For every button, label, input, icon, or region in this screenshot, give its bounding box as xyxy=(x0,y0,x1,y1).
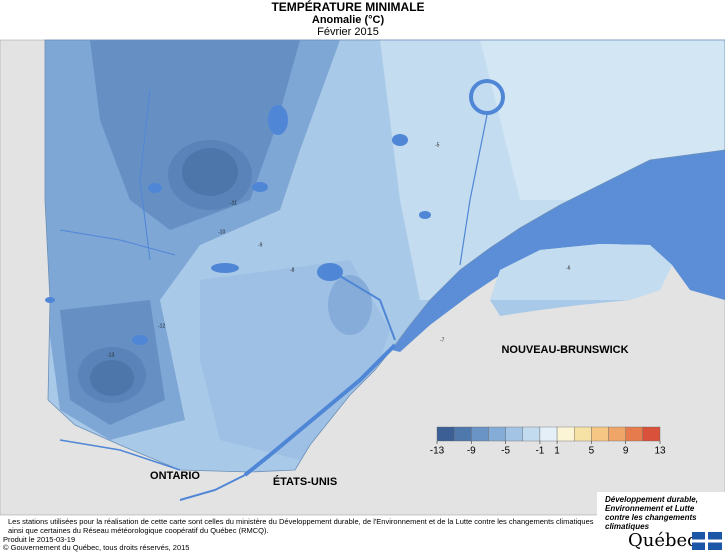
legend-swatch xyxy=(642,426,661,442)
legend-tick-label: -9 xyxy=(467,446,476,457)
map: -11 -10 -9 -8 -7 -6 -5 -13 -12 ONTARIO É… xyxy=(0,39,725,516)
legend-tick-label: 5 xyxy=(589,446,595,457)
logo-text: Environnement et Lutte xyxy=(605,504,695,513)
title: TEMPÉRATURE MINIMALE xyxy=(271,0,424,14)
region-label: NOUVEAU-BRUNSWICK xyxy=(501,344,628,356)
gulf-water xyxy=(392,140,725,352)
contour-label: -6 xyxy=(566,265,571,271)
legend-swatch xyxy=(488,426,506,442)
legend-swatch xyxy=(608,426,626,442)
contour-label: -5 xyxy=(435,142,440,148)
legend-swatch xyxy=(471,426,489,442)
legend-tick-label: -5 xyxy=(501,446,510,457)
contour-label: -9 xyxy=(258,242,263,248)
logo-name: Québec xyxy=(628,530,697,551)
contour-label: -12 xyxy=(158,323,165,329)
footer-text: ainsi que certaines du Réseau météorolog… xyxy=(8,526,269,535)
legend-swatch xyxy=(574,426,592,442)
subtitle: Anomalie (°C) xyxy=(312,14,385,26)
legend-tick-label: 9 xyxy=(623,446,629,457)
quebec-border xyxy=(44,39,725,473)
date: Février 2015 xyxy=(317,26,379,38)
region-label: ONTARIO xyxy=(150,470,200,482)
logo-text: contre les changements xyxy=(605,513,697,522)
contour-label: -11 xyxy=(230,200,237,206)
quebec-shading xyxy=(45,40,725,472)
footer-text: Produit le 2015-03-19 xyxy=(3,535,75,544)
legend-swatch xyxy=(436,426,455,442)
logo: Développement durable, Environnement et … xyxy=(597,492,725,552)
legend-swatch xyxy=(539,426,558,442)
contour-label: -8 xyxy=(290,267,295,273)
logo-text: climatiques xyxy=(605,522,650,531)
legend-swatch xyxy=(522,426,541,442)
legend-tick-label: -1 xyxy=(535,446,544,457)
legend-tick-label: 13 xyxy=(654,446,666,457)
legend: -13 -9 -5 -1 1 5 9 13 xyxy=(430,426,666,457)
legend-tick-label: -13 xyxy=(430,446,445,457)
contour-label: -7 xyxy=(440,337,445,343)
footer-text: Les stations utilisées pour la réalisati… xyxy=(8,517,594,526)
lakes xyxy=(45,105,431,345)
legend-swatch xyxy=(453,426,472,442)
logo-flag-cross xyxy=(692,539,722,543)
contour-label: -13 xyxy=(107,352,114,358)
footer-text: © Gouvernement du Québec, tous droits ré… xyxy=(3,543,189,552)
logo-text: Développement durable, xyxy=(605,495,698,504)
legend-swatch xyxy=(625,426,644,442)
hydrography xyxy=(59,79,505,501)
contour-label: -10 xyxy=(218,229,225,235)
legend-swatch xyxy=(591,426,609,442)
region-label: ÉTATS-UNIS xyxy=(273,475,337,488)
legend-tick-label: 1 xyxy=(554,446,560,457)
legend-swatch xyxy=(505,426,523,442)
legend-swatch xyxy=(556,426,575,442)
